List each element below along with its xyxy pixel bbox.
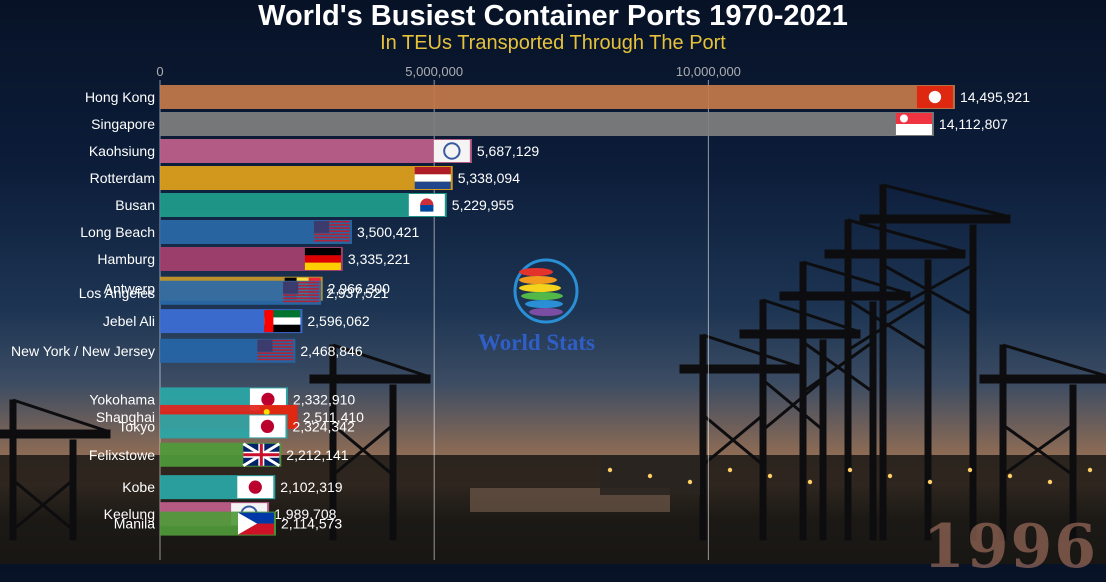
value-label: 2,102,319: [280, 479, 342, 495]
philippines-flag-icon: [238, 513, 274, 535]
bar-group: Hong Kong 14,495,921: [85, 85, 1030, 109]
category-label: Los Angeles: [79, 285, 155, 301]
bar-group: Kobe 2,102,319: [122, 475, 342, 499]
category-label: Tokyo: [118, 418, 155, 434]
category-label: Hong Kong: [85, 89, 155, 105]
value-label: 5,338,094: [458, 170, 520, 186]
bar-group: Jebel Ali 2,596,062: [103, 309, 370, 333]
x-tick-label: 5,000,000: [405, 64, 463, 79]
bar-group: Long Beach 3,500,421: [80, 220, 419, 244]
bar: [160, 139, 472, 163]
category-label: Singapore: [91, 116, 155, 132]
bar-group: Tokyo 2,324,342: [118, 414, 355, 438]
brand-logo-text: World Stats: [478, 330, 595, 356]
category-label: Yokohama: [89, 391, 155, 407]
year-watermark: 1996: [923, 512, 1098, 582]
value-label: 2,324,342: [292, 418, 354, 434]
value-label: 2,114,573: [281, 516, 342, 532]
uae-flag-icon: [264, 310, 300, 332]
bar: [160, 112, 934, 136]
korea-flag-icon: [409, 194, 445, 216]
globe-logo-icon: [515, 260, 577, 322]
bar-group: Rotterdam 5,338,094: [90, 166, 521, 190]
category-label: Kobe: [122, 479, 155, 495]
germany-flag-icon: [305, 248, 341, 270]
bar-group: Manila 2,114,573: [114, 512, 343, 536]
value-label: 5,687,129: [477, 143, 539, 159]
value-label: 2,596,062: [307, 313, 369, 329]
x-tick-label: 10,000,000: [676, 64, 741, 79]
category-label: New York / New Jersey: [11, 343, 155, 359]
japan-flag-icon: [249, 415, 285, 437]
value-label: 14,495,921: [960, 89, 1030, 105]
value-label: 3,500,421: [357, 224, 419, 240]
japan-flag-icon: [237, 476, 273, 498]
bar-group: Kaohsiung 5,687,129: [89, 139, 540, 163]
value-label: 5,229,955: [452, 197, 514, 213]
bar-group: Busan 5,229,955: [115, 193, 514, 217]
bar: [160, 166, 453, 190]
category-label: Long Beach: [80, 224, 155, 240]
category-label: Busan: [115, 197, 155, 213]
bar-group: Los Angeles 2,937,521: [79, 281, 389, 305]
bar-group: Hamburg 3,335,221: [97, 247, 410, 271]
bar-chart: 0 5,000,000 10,000,000 Hong Kong 14,495,921 S…: [0, 0, 1106, 564]
uk-flag-icon: [243, 444, 279, 466]
bar: [160, 85, 955, 109]
singapore-flag-icon: [896, 113, 932, 135]
taiwan-seal-flag-icon: [434, 140, 470, 162]
chart-stage: World's Busiest Container Ports 1970-202…: [0, 0, 1106, 564]
value-label: 14,112,807: [939, 116, 1008, 132]
value-label: 2,468,846: [300, 343, 362, 359]
category-label: Jebel Ali: [103, 313, 155, 329]
value-label: 2,332,910: [293, 391, 355, 407]
hongkong-flag-icon: [917, 86, 953, 108]
netherlands-flag-icon: [415, 167, 451, 189]
category-label: Rotterdam: [90, 170, 155, 186]
bar-group: New York / New Jersey 2,468,846: [11, 339, 363, 363]
value-label: 2,212,141: [286, 447, 348, 463]
category-label: Felixstowe: [89, 447, 155, 463]
x-tick-label: 0: [156, 64, 163, 79]
bar-group: Singapore 14,112,807: [91, 112, 1008, 136]
bar-group: Felixstowe 2,212,141: [89, 443, 349, 467]
category-label: Hamburg: [97, 251, 155, 267]
bar: [160, 193, 447, 217]
value-label: 3,335,221: [348, 251, 410, 267]
value-label: 2,937,521: [326, 285, 388, 301]
category-label: Kaohsiung: [89, 143, 155, 159]
category-label: Manila: [114, 516, 155, 532]
